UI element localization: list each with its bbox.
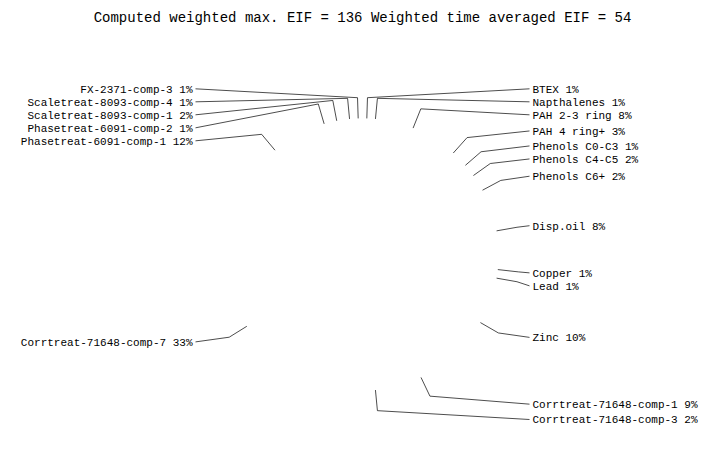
title: Computed weighted max. EIF = 136 Weighte… [94, 10, 632, 26]
leader-lines [196, 89, 530, 420]
leader-line [480, 323, 529, 338]
leader-line [497, 278, 530, 286]
slice-label: Lead 1% [533, 281, 580, 293]
leader-line [196, 104, 325, 128]
slice-label: Phenols C6+ 2% [533, 171, 626, 183]
leader-line [367, 89, 530, 119]
slice-label: PAH 2-3 ring 8% [533, 110, 632, 122]
slice-label: Corrtreat-71648-comp-3 2% [533, 414, 698, 426]
leader-line [196, 326, 247, 342]
slice-label: Phasetreat-6091-comp-2 1% [27, 123, 192, 135]
slice-label: Scaletreat-8093-comp-4 1% [27, 97, 192, 109]
leader-line [375, 98, 529, 119]
slice-label: Disp.oil 8% [533, 221, 606, 233]
slice-label: Phenols C4-C5 2% [533, 154, 639, 166]
leader-line [196, 100, 337, 120]
slice-label: BTEX 1% [533, 84, 580, 96]
leader-line [483, 176, 530, 190]
labels: BTEX 1%Napthalenes 1%PAH 2-3 ring 8% PAH … [21, 84, 698, 427]
slice-label: Scaletreat-8093-comp-1 2% [27, 110, 192, 122]
plot: BTEX 1%Napthalenes 1%PAH 2-3 ring 8% PAH … [21, 84, 698, 427]
leader-line [413, 109, 529, 128]
chart: Computed weighted max. EIF = 136 Weighte… [0, 0, 725, 473]
leader-line [196, 98, 350, 119]
slice-label: Phasetreat-6091-comp-1 12% [21, 136, 193, 148]
slice-label: Corrtreat-71648-comp-1 9% [533, 399, 698, 411]
slice-label: PAH 4 ring+ 3% [533, 126, 626, 138]
leader-line [421, 377, 529, 404]
leader-line [473, 159, 529, 176]
leader-line [453, 131, 529, 153]
leader-line [375, 390, 529, 419]
leader-line [196, 89, 359, 119]
slice-label: Napthalenes 1% [533, 97, 626, 109]
slice-label: Copper 1% [533, 268, 593, 280]
leader-line [498, 270, 530, 273]
leader-line [196, 134, 275, 150]
slice-label: Zinc 10% [533, 332, 586, 344]
slice-label: Corrtreat-71648-comp-7 33% [21, 337, 193, 349]
slice-label: FX-2371-comp-3 1% [80, 84, 193, 96]
leader-line [497, 226, 530, 231]
slice-label: Phenols C0-C3 1% [533, 141, 639, 153]
